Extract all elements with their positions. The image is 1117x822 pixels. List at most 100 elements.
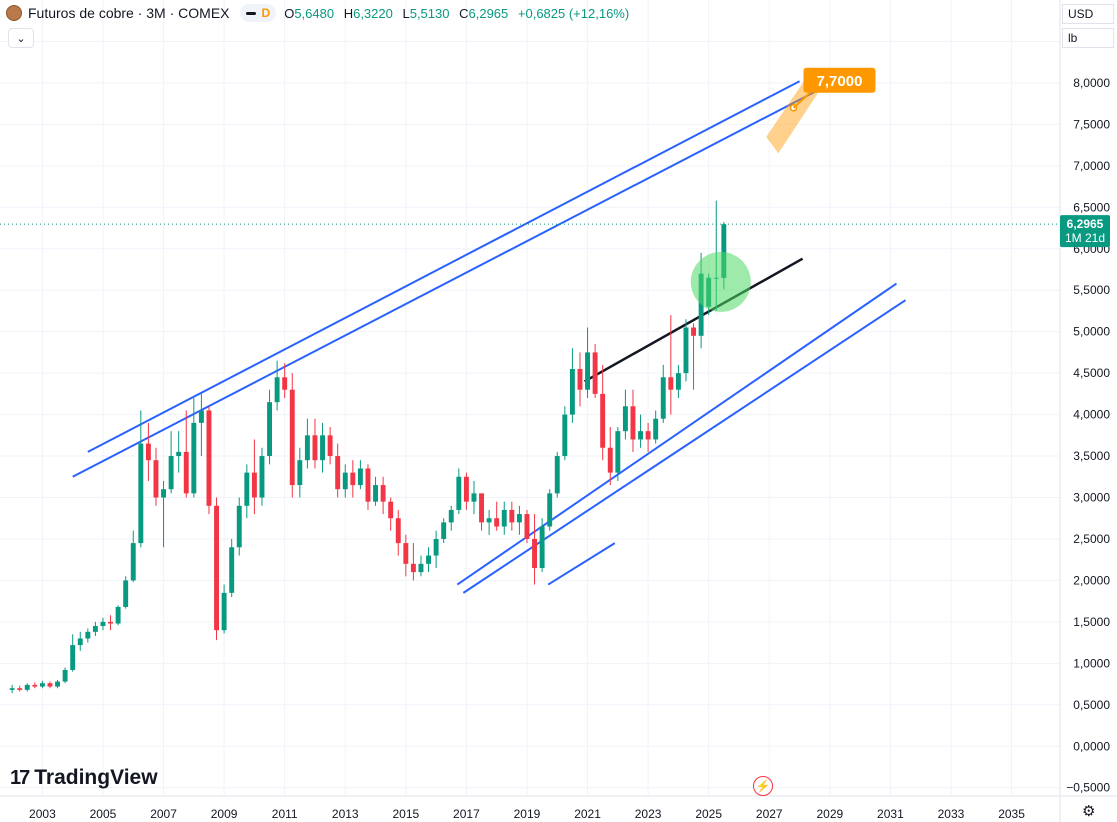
candle-body bbox=[251, 472, 257, 498]
candle-body bbox=[373, 485, 379, 502]
candle-body bbox=[327, 435, 333, 457]
candle-body bbox=[577, 368, 583, 390]
candle-body bbox=[55, 681, 61, 687]
candle bbox=[289, 373, 295, 498]
chart-annotations[interactable]: 7,7000 bbox=[0, 67, 1060, 312]
candle-body bbox=[698, 273, 704, 336]
high-value: 6,3220 bbox=[353, 5, 393, 21]
candle bbox=[418, 555, 424, 577]
candle bbox=[55, 679, 61, 689]
candle-body bbox=[691, 327, 697, 336]
candle-body bbox=[395, 518, 401, 544]
time-tick-label: 2021 bbox=[574, 807, 601, 821]
lightning-icon[interactable]: ⚡ bbox=[753, 776, 773, 796]
candle-body bbox=[17, 688, 23, 690]
candle bbox=[532, 514, 538, 585]
candle bbox=[426, 547, 432, 573]
symbol-title[interactable]: Futuros de cobre · 3M · COMEX bbox=[28, 5, 230, 21]
candle bbox=[554, 451, 560, 498]
candle-body bbox=[198, 410, 204, 423]
candle bbox=[448, 505, 454, 531]
candlestick-series bbox=[9, 200, 727, 694]
candle-body bbox=[92, 626, 98, 632]
price-tick-label: 4,0000 bbox=[1073, 408, 1110, 422]
unit-selector[interactable]: lb bbox=[1062, 28, 1114, 48]
candle-body bbox=[585, 352, 591, 390]
candle-body bbox=[335, 456, 341, 490]
candle bbox=[486, 509, 492, 535]
currency-selector[interactable]: USD bbox=[1062, 4, 1114, 24]
candle bbox=[32, 682, 38, 689]
candle bbox=[183, 410, 189, 498]
close-value: 6,2965 bbox=[468, 5, 509, 21]
time-tick-label: 2023 bbox=[635, 807, 662, 821]
candle-body bbox=[47, 683, 53, 687]
interval-pill[interactable]: D bbox=[239, 4, 277, 22]
candle-body bbox=[304, 435, 310, 461]
candle bbox=[92, 621, 98, 636]
candle-body bbox=[638, 431, 644, 440]
candle bbox=[115, 605, 121, 626]
candle bbox=[312, 418, 318, 469]
candle-body bbox=[380, 485, 386, 502]
candle-body bbox=[282, 377, 288, 390]
price-tick-label: 4,5000 bbox=[1073, 366, 1110, 380]
candle-body bbox=[721, 224, 727, 278]
time-tick-label: 2013 bbox=[332, 807, 359, 821]
candle-body bbox=[410, 563, 416, 573]
candle-body bbox=[297, 460, 303, 486]
price-axis[interactable]: 8,50008,00007,50007,00006,50006,00005,50… bbox=[1060, 34, 1110, 795]
candle-body bbox=[622, 406, 628, 432]
price-tick-label: 5,0000 bbox=[1073, 325, 1110, 339]
candle bbox=[357, 460, 363, 490]
candle-body bbox=[516, 514, 522, 523]
target-label: 7,7000 bbox=[817, 73, 863, 90]
channel-line bbox=[456, 282, 898, 586]
price-tick-label: 3,5000 bbox=[1073, 449, 1110, 463]
collapse-legend-button[interactable]: ⌄ bbox=[8, 28, 34, 48]
candle bbox=[373, 476, 379, 506]
candle bbox=[335, 443, 341, 498]
candle bbox=[304, 418, 310, 469]
resistance-line bbox=[583, 257, 804, 383]
candle bbox=[516, 505, 522, 535]
trend-channels[interactable] bbox=[72, 80, 907, 594]
candle-body bbox=[168, 456, 174, 490]
candle-body bbox=[494, 518, 500, 527]
candle-body bbox=[562, 414, 568, 457]
candle-body bbox=[645, 431, 651, 440]
candle bbox=[130, 530, 136, 583]
candle-body bbox=[426, 555, 432, 564]
candle bbox=[259, 447, 265, 506]
candle bbox=[585, 327, 591, 398]
candle-body bbox=[486, 518, 492, 523]
brand-name: TradingView bbox=[34, 766, 158, 789]
candle bbox=[191, 398, 197, 498]
candle bbox=[342, 464, 348, 498]
candle-body bbox=[653, 418, 659, 440]
open-key: O bbox=[284, 5, 295, 21]
candle-body bbox=[77, 638, 83, 646]
price-tick-label: 2,0000 bbox=[1073, 573, 1110, 587]
channel-line bbox=[547, 542, 616, 586]
candle bbox=[433, 530, 439, 568]
candle bbox=[660, 364, 666, 423]
candle bbox=[17, 685, 23, 692]
time-tick-label: 2035 bbox=[998, 807, 1025, 821]
candle-body bbox=[39, 683, 45, 687]
channel-line bbox=[87, 80, 801, 453]
candle-body bbox=[320, 435, 326, 461]
candle bbox=[350, 460, 356, 498]
time-tick-label: 2005 bbox=[90, 807, 117, 821]
candle-body bbox=[85, 631, 91, 639]
tradingview-logo[interactable]: 17 TradingView bbox=[10, 766, 158, 790]
candle-body bbox=[153, 460, 159, 498]
gear-icon[interactable]: ⚙ bbox=[1082, 803, 1096, 820]
candle bbox=[547, 489, 553, 531]
time-axis[interactable]: 2003 2005 2007 2009 2011 2013 2015 2017 2019 2021… bbox=[29, 807, 1025, 821]
candle-body bbox=[524, 514, 530, 539]
candle-body bbox=[62, 669, 68, 682]
candle-body bbox=[221, 592, 227, 631]
candle-body bbox=[274, 377, 280, 403]
